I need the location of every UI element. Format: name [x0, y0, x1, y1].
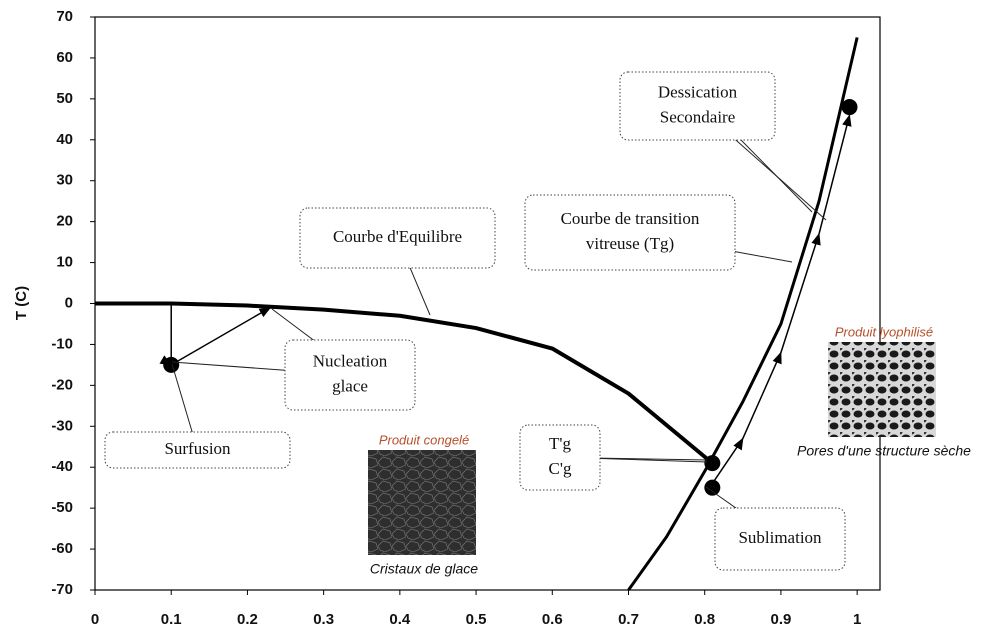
x-tick-label: 0.8: [694, 611, 715, 628]
point: [842, 99, 858, 115]
x-tick-label: 0.9: [770, 611, 791, 628]
annotation-text: Courbe d'Equilibre: [333, 227, 462, 246]
y-tick-label: -30: [51, 417, 73, 434]
y-tick-label: -10: [51, 335, 73, 352]
annotation-text: Sublimation: [738, 528, 822, 547]
y-tick-label: -60: [51, 540, 73, 557]
curve: [171, 304, 270, 365]
x-tick-label: 0.6: [542, 611, 563, 628]
annotation-text: T'g: [549, 434, 571, 453]
annotation-text: Surfusion: [164, 439, 231, 458]
x-tick-label: 0.2: [237, 611, 258, 628]
y-tick-label: 40: [56, 131, 73, 148]
y-tick-label: 70: [56, 8, 73, 25]
x-tick-label: 0.3: [313, 611, 334, 628]
y-tick-label: -20: [51, 376, 73, 393]
y-tick-label: 20: [56, 213, 73, 230]
chart: T (C) -70-60-50-40-30-20-100102030405060…: [0, 0, 991, 635]
annotation-text: C'g: [549, 459, 572, 478]
image-title: Produit congelé: [379, 432, 469, 447]
annotation-text: Secondaire: [660, 107, 736, 126]
x-tick-label: 0.7: [618, 611, 639, 628]
y-axis-label: T (C): [13, 286, 30, 320]
annotation-box: [525, 195, 735, 270]
point: [704, 455, 720, 471]
x-tick-label: 0.1: [161, 611, 182, 628]
y-tick-label: 30: [56, 172, 73, 189]
image-caption: Pores d'une structure sèche: [797, 443, 971, 459]
frozen-image: [368, 450, 476, 555]
x-tick-label: 1: [853, 611, 861, 628]
x-tick-label: 0.4: [389, 611, 411, 628]
y-tick-label: 60: [56, 49, 73, 66]
y-tick-label: -40: [51, 458, 73, 475]
y-tick-label: -50: [51, 499, 73, 516]
annotation-text: vitreuse (Tg): [586, 234, 674, 253]
x-tick-label: 0: [91, 611, 99, 628]
y-tick-label: 0: [65, 294, 73, 311]
annotation-text: Courbe de transition: [561, 209, 700, 228]
annotation-text: Dessication: [658, 82, 738, 101]
y-tick-label: 50: [56, 90, 73, 107]
point: [163, 357, 179, 373]
dried-image: [828, 342, 936, 437]
x-tick-label: 0.5: [466, 611, 487, 628]
annotation-text: Nucleation: [313, 351, 388, 370]
image-caption: Cristaux de glace: [370, 561, 478, 577]
image-title: Produit lyophilisé: [835, 324, 933, 339]
y-tick-label: 10: [56, 254, 73, 271]
y-tick-label: -70: [51, 581, 73, 598]
annotation-text: glace: [332, 376, 368, 395]
